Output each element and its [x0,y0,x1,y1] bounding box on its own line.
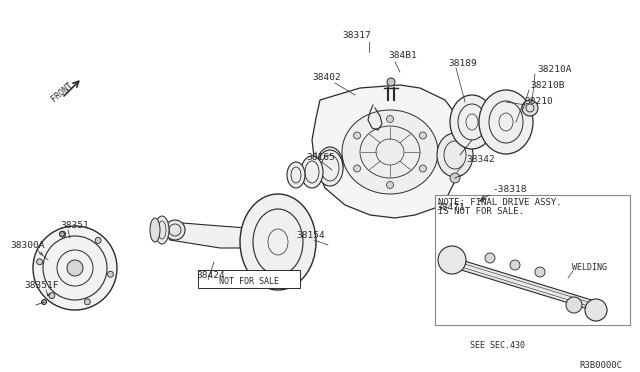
Polygon shape [165,222,275,248]
Circle shape [522,100,538,116]
Ellipse shape [287,162,305,188]
Polygon shape [312,85,462,218]
Circle shape [60,231,66,237]
Text: 384B1: 384B1 [388,51,417,61]
Circle shape [353,165,360,172]
Text: 38471: 38471 [436,203,465,212]
Text: FRONT: FRONT [50,80,75,103]
Circle shape [387,78,395,86]
Circle shape [95,237,101,243]
Text: 38210B: 38210B [530,81,564,90]
Circle shape [485,253,495,263]
Ellipse shape [317,150,343,186]
Circle shape [585,299,607,321]
Text: IS NOT FOR SALE.: IS NOT FOR SALE. [438,208,524,217]
Text: 38351: 38351 [60,221,89,231]
Ellipse shape [155,216,169,244]
Bar [198,270,300,288]
Bar [435,195,630,325]
Circle shape [49,292,55,299]
Text: 38342: 38342 [466,155,495,164]
Circle shape [473,199,479,205]
Text: 38317: 38317 [342,31,371,39]
Circle shape [36,259,42,265]
Ellipse shape [450,95,494,149]
Text: 38402: 38402 [312,74,340,83]
Text: 38210: 38210 [524,97,553,106]
Polygon shape [445,255,598,312]
Text: 38424: 38424 [196,272,225,280]
Circle shape [566,297,582,313]
Circle shape [60,231,65,237]
Circle shape [387,182,394,189]
Ellipse shape [479,90,533,154]
Ellipse shape [342,110,438,194]
Text: WELDING: WELDING [572,263,607,273]
Circle shape [84,299,90,305]
Ellipse shape [301,156,323,188]
Ellipse shape [240,194,316,290]
Circle shape [165,220,185,240]
Circle shape [450,173,460,183]
Circle shape [108,271,113,277]
Circle shape [67,260,83,276]
Circle shape [42,299,47,305]
Text: 38189: 38189 [448,58,477,67]
Text: SEE SEC.430: SEE SEC.430 [470,340,525,350]
Text: 38351F: 38351F [24,282,58,291]
Text: NOTE; FINAL DRIVE ASSY.: NOTE; FINAL DRIVE ASSY. [438,198,562,206]
Circle shape [535,267,545,277]
Ellipse shape [150,218,160,242]
Circle shape [387,115,394,122]
Circle shape [510,260,520,270]
Text: R3B0000C: R3B0000C [579,360,622,369]
Ellipse shape [437,133,473,177]
Text: 38210A: 38210A [537,65,572,74]
Text: 38154: 38154 [296,231,324,241]
Circle shape [449,257,456,263]
Text: -38318: -38318 [492,186,527,195]
Circle shape [419,165,426,172]
Ellipse shape [317,147,343,183]
Circle shape [353,132,360,139]
Text: NOT FOR SALE: NOT FOR SALE [219,276,279,285]
Circle shape [438,246,466,274]
Circle shape [33,226,117,310]
Text: 38300A: 38300A [10,241,45,250]
Text: 38165: 38165 [306,154,335,163]
Circle shape [419,132,426,139]
